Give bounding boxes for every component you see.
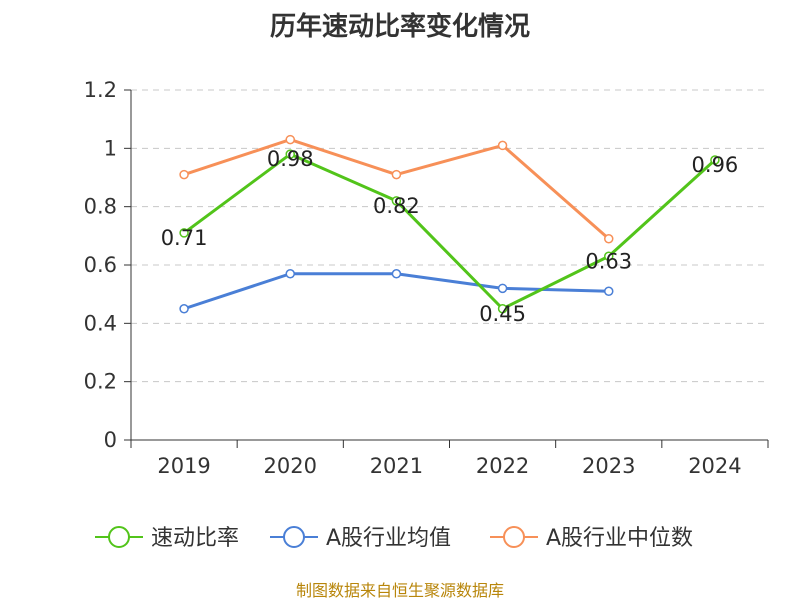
data-label: 0.71 [161,226,208,250]
series-line [183,138,610,240]
y-tick-label: 1 [104,136,117,160]
data-label: 0.98 [267,147,314,171]
legend-marker [108,526,130,548]
data-point [285,269,295,279]
series-line [183,152,716,311]
chart-title: 历年速动比率变化情况 [269,12,530,42]
data-point [179,169,189,180]
data-label: 0.63 [585,249,632,273]
data-point [710,155,720,165]
legend-label: 速动比率 [151,526,239,551]
series-lines [179,134,720,314]
data-point [497,283,508,294]
data-point [391,169,402,180]
data-point [285,149,295,159]
data-point [391,196,402,206]
legend: 速动比率 A股行业均值 A股行业中位数 [95,526,693,551]
y-tick-label: 0 [104,428,117,452]
y-tick-label: 1.2 [84,78,117,102]
legend-label: A股行业均值 [326,526,451,551]
legend-label: A股行业中位数 [546,526,693,551]
data-point [179,304,189,314]
x-tick-label: 2023 [582,454,635,478]
x-tick-label: 2021 [370,454,423,478]
data-point [179,228,189,238]
y-tick-label: 0.8 [84,195,117,219]
data-point [285,134,295,145]
legend-marker [283,526,305,548]
data-label: 0.82 [373,194,420,218]
y-tick-label: 0.2 [84,370,117,394]
data-point [497,304,508,314]
legend-marker [503,526,525,548]
axes: 0 0.2 0.4 0.6 0.8 1 1.2 2019 2020 2021 2022 2023 202… [84,78,769,478]
x-tick-label: 2020 [264,454,317,478]
x-tick-label: 2019 [157,454,210,478]
data-labels: 0.71 0.98 0.82 0.45 0.63 0.96 [161,147,739,326]
data-point [604,286,614,296]
y-tick-label: 0.4 [84,311,117,335]
grid-lines [131,89,768,383]
y-tick-label: 0.6 [84,253,117,277]
data-label: 0.96 [692,153,739,177]
source-note: 制图数据来自恒生聚源数据库 [295,581,504,600]
series-line [183,272,609,311]
data-point [604,234,614,244]
data-point [604,251,614,261]
data-point [391,269,402,279]
x-tick-label: 2024 [688,454,741,478]
data-point [497,140,508,151]
x-tick-label: 2022 [476,454,529,478]
data-label: 0.45 [479,302,526,326]
